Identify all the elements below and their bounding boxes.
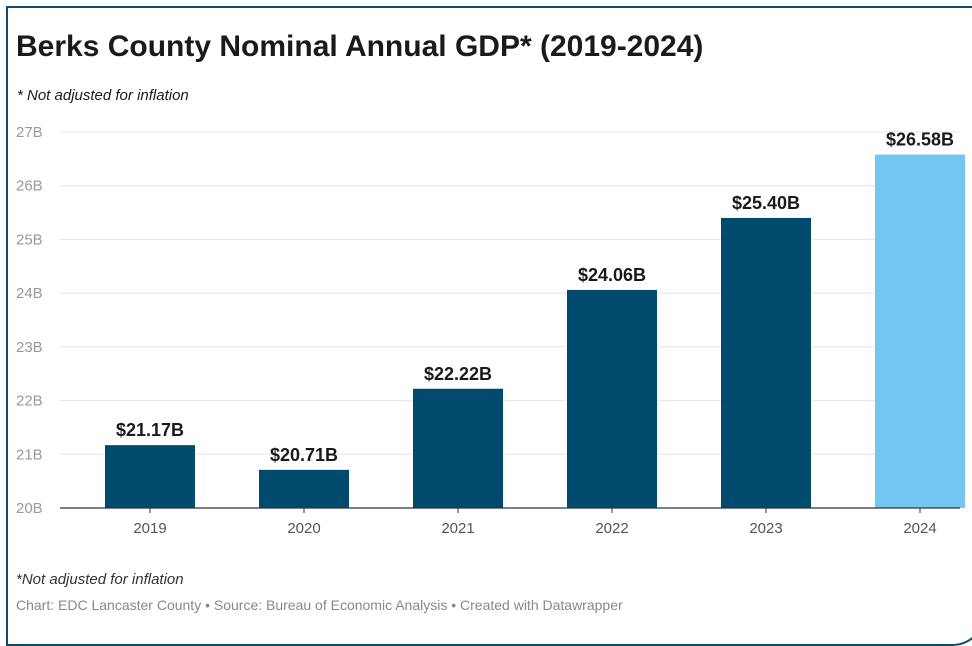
x-tick-label: 2023 (749, 520, 782, 537)
bar-value-label: $22.22B (424, 364, 492, 384)
chart-title: Berks County Nominal Annual GDP* (2019-2… (16, 30, 704, 63)
bar-value-label: $25.40B (732, 193, 800, 213)
y-tick-label: 23B (16, 339, 43, 356)
bar (413, 388, 503, 508)
bar-chart: 20B 21B 22B 23B 24B 25B 26B 27B $21.17B 2019 $20.7… (16, 124, 965, 537)
footer-source: Chart: EDC Lancaster County • Source: Bu… (16, 597, 623, 613)
x-tick-label: 2024 (903, 520, 936, 537)
y-tick-label: 26B (16, 178, 43, 195)
y-tick-label: 20B (16, 500, 43, 517)
x-tick-label: 2020 (287, 520, 320, 537)
bar-value-label: $21.17B (116, 420, 184, 440)
x-tick-label: 2021 (441, 520, 474, 537)
bar (875, 154, 965, 508)
bar (721, 217, 811, 508)
bar-value-label: $24.06B (578, 265, 646, 285)
bar-value-label: $26.58B (886, 130, 954, 150)
y-tick-label: 24B (16, 285, 43, 302)
chart-subtitle: * Not adjusted for inflation (17, 87, 189, 104)
bar-value-label: $20.71B (270, 445, 338, 465)
y-tick-label: 25B (16, 231, 43, 248)
footer-note: *Not adjusted for inflation (16, 571, 184, 588)
y-tick-label: 21B (16, 446, 43, 463)
y-tick-label: 22B (16, 393, 43, 410)
x-tick-label: 2019 (133, 520, 166, 537)
bar (259, 469, 349, 508)
x-tick-label: 2022 (595, 520, 628, 537)
bar (105, 445, 195, 508)
bar (567, 289, 657, 508)
y-tick-label: 27B (16, 124, 43, 141)
